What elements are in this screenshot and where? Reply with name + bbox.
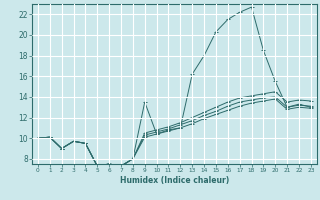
X-axis label: Humidex (Indice chaleur): Humidex (Indice chaleur) [120,176,229,185]
